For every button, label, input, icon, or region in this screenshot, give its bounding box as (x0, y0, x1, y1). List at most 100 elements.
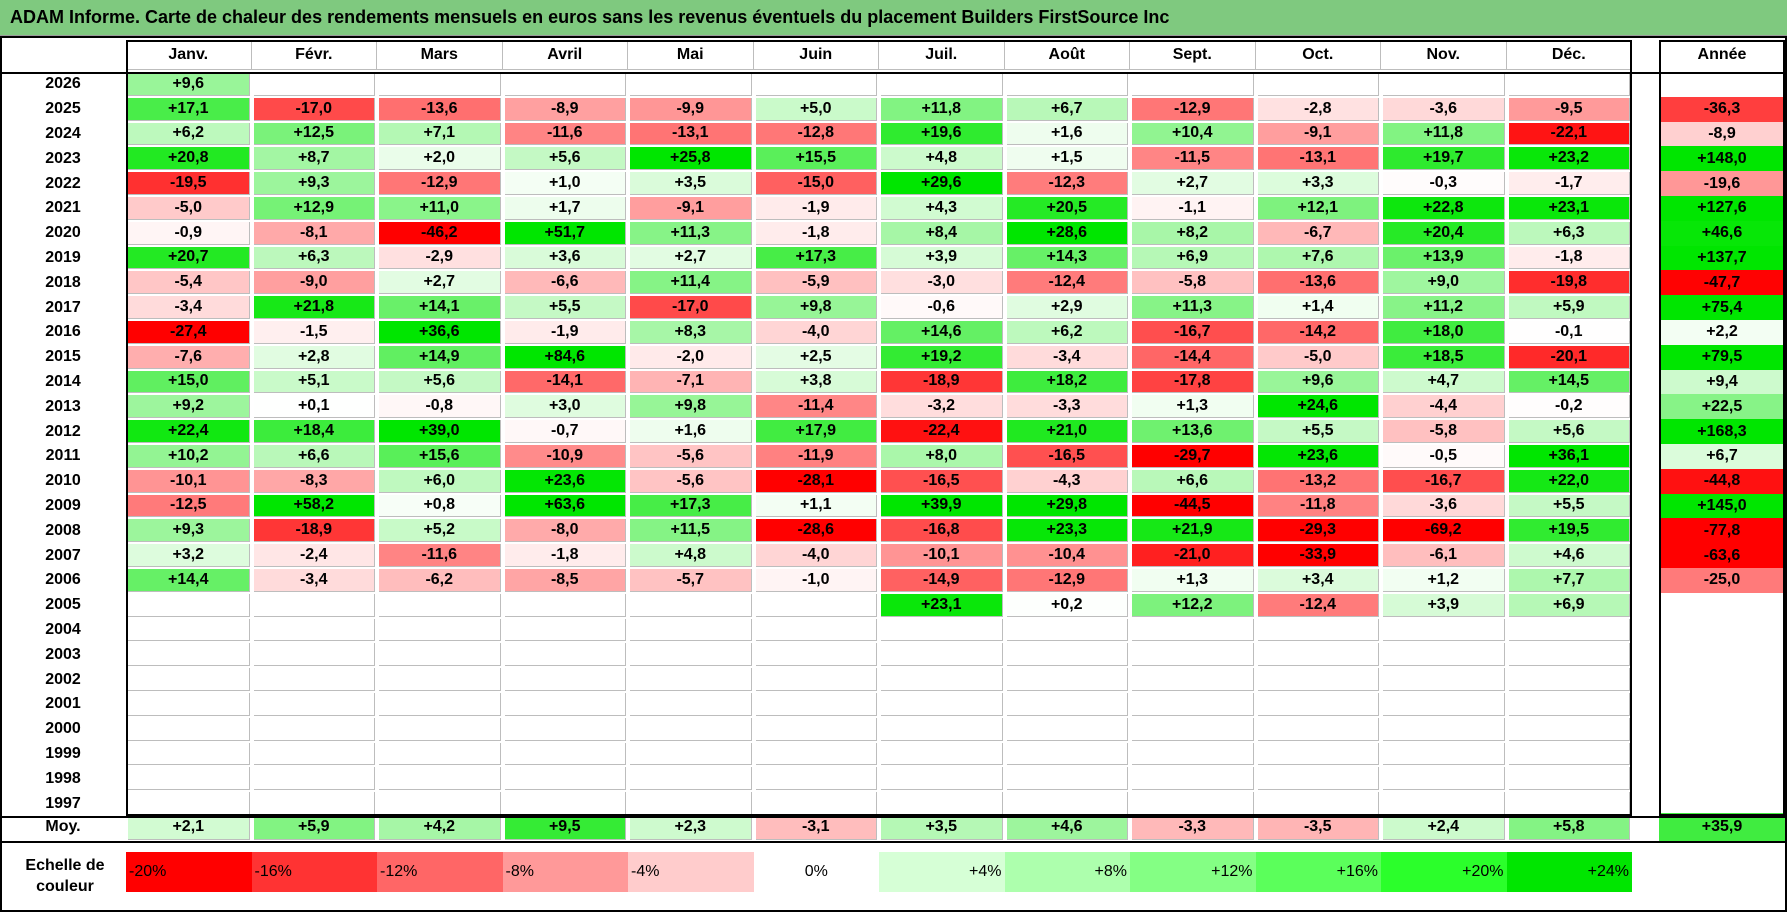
heatmap-cell: -3,4 (128, 296, 250, 319)
average-cell: +3,5 (881, 814, 1003, 840)
heatmap-cell: +1,4 (1257, 296, 1379, 319)
heatmap-cell: +12,1 (1257, 197, 1379, 220)
heatmap-cell (1383, 742, 1505, 766)
heatmap-cell (1006, 767, 1128, 791)
heatmap-cell: -14,2 (1257, 321, 1379, 344)
heatmap-cell: +8,7 (253, 147, 375, 171)
heatmap-cell: -5,7 (630, 569, 752, 592)
heatmap-cell (1257, 668, 1379, 691)
heatmap-cell (379, 792, 501, 815)
heatmap-cell (630, 618, 752, 642)
heatmap-cell (1508, 693, 1630, 716)
heatmap-cell (1006, 792, 1128, 815)
heatmap-cell: -1,8 (1508, 246, 1630, 270)
heatmap-cell: +2,0 (379, 147, 501, 171)
heatmap-cell (881, 767, 1003, 791)
heatmap-cell: -11,9 (755, 445, 877, 468)
heatmap-cell: -1,8 (755, 221, 877, 245)
heatmap-cell: +3,8 (755, 370, 877, 394)
year-label: 2012 (45, 422, 81, 440)
heatmap-cell: +2,8 (253, 345, 375, 369)
heatmap-cell: -28,1 (755, 469, 877, 493)
heatmap-cell: +11,8 (1383, 122, 1505, 146)
annual-cell: -44,8 (1659, 468, 1785, 494)
heatmap-cell: +20,5 (1006, 197, 1128, 220)
heatmap-cell: +36,1 (1508, 445, 1630, 468)
heatmap-cell (881, 73, 1003, 96)
heatmap-cell: +3,3 (1257, 172, 1379, 195)
heatmap-cell: -6,1 (1383, 544, 1505, 567)
heatmap-cell: -5,9 (755, 271, 877, 295)
heatmap-cell: +2,7 (630, 246, 752, 270)
heatmap-cell (1383, 693, 1505, 716)
annual-cell: +79,5 (1659, 344, 1785, 370)
heatmap-cell: +2,7 (1132, 172, 1254, 195)
heatmap-cell: +6,6 (1132, 469, 1254, 493)
heatmap-cell (504, 792, 626, 815)
heatmap-cell (253, 742, 375, 766)
heatmap-cell (504, 643, 626, 667)
heatmap-cell (1508, 742, 1630, 766)
heatmap-cell: +23,3 (1006, 519, 1128, 543)
month-header: Juin (753, 40, 879, 70)
heatmap-cell: +12,9 (253, 197, 375, 220)
heatmap-cell: -46,2 (379, 221, 501, 245)
heatmap-cell (1257, 767, 1379, 791)
heatmap-cell: +8,2 (1132, 221, 1254, 245)
heatmap-cell: -16,8 (881, 519, 1003, 543)
heatmap-cell: -8,1 (253, 221, 375, 245)
heatmap-cell: +14,4 (128, 569, 250, 592)
heatmap-cell (504, 73, 626, 96)
heatmap-cell (1132, 643, 1254, 667)
heatmap-cell: -12,9 (1132, 97, 1254, 121)
heatmap-cell: -22,4 (881, 420, 1003, 443)
heatmap-cell: -19,8 (1508, 271, 1630, 295)
heatmap-cell: +29,8 (1006, 494, 1128, 518)
heatmap-cell: +20,4 (1383, 221, 1505, 245)
heatmap-cell: +1,6 (1006, 122, 1128, 146)
month-header: Mars (377, 40, 503, 70)
annual-cell: +22,5 (1659, 394, 1785, 420)
heatmap-cell (630, 717, 752, 741)
heatmap-cell: +6,3 (253, 246, 375, 270)
heatmap-cell: +23,2 (1508, 147, 1630, 171)
heatmap-cell: -10,9 (504, 445, 626, 468)
heatmap-cell: +17,9 (755, 420, 877, 443)
heatmap-cell: +15,6 (379, 445, 501, 468)
heatmap-cell: +5,2 (379, 519, 501, 543)
heatmap-cell (1383, 73, 1505, 96)
heatmap-cell: +6,9 (1508, 593, 1630, 617)
heatmap-cell (253, 618, 375, 642)
heatmap-cell: +63,6 (504, 494, 626, 518)
heatmap-cell: -13,6 (379, 97, 501, 121)
annual-cell: +127,6 (1659, 196, 1785, 221)
heatmap-cell: -1,9 (504, 321, 626, 344)
heatmap-cell: -5,6 (630, 469, 752, 493)
heatmap-cell (1383, 792, 1505, 815)
heatmap-cell: +9,8 (755, 296, 877, 319)
heatmap-cell: -5,0 (1257, 345, 1379, 369)
heatmap-cell: +5,5 (1508, 494, 1630, 518)
heatmap-cell (755, 643, 877, 667)
heatmap-cell: +1,0 (504, 172, 626, 195)
heatmap-cell: -16,5 (1006, 445, 1128, 468)
heatmap-cell (1508, 767, 1630, 791)
heatmap-cell: +17,1 (128, 97, 250, 121)
heatmap-cell: +29,6 (881, 172, 1003, 195)
heatmap-cell: +23,1 (881, 593, 1003, 617)
heatmap-cell: +14,5 (1508, 370, 1630, 394)
year-label: 2017 (45, 298, 81, 316)
annual-cell (1659, 667, 1785, 692)
heatmap-cell: -11,6 (504, 122, 626, 146)
heatmap-cell: -3,6 (1383, 97, 1505, 121)
heatmap-cell (379, 593, 501, 617)
heatmap-cell: +4,8 (630, 544, 752, 567)
heatmap-cell (1132, 742, 1254, 766)
heatmap-cell: +20,7 (128, 246, 250, 270)
scale-swatch: +16% (1255, 852, 1381, 892)
average-cell: +2,3 (630, 814, 752, 840)
year-total-header: Année (1697, 46, 1747, 63)
scale-swatch: -16% (251, 852, 377, 892)
year-label: 2014 (45, 372, 81, 390)
heatmap-cell: -8,9 (504, 97, 626, 121)
